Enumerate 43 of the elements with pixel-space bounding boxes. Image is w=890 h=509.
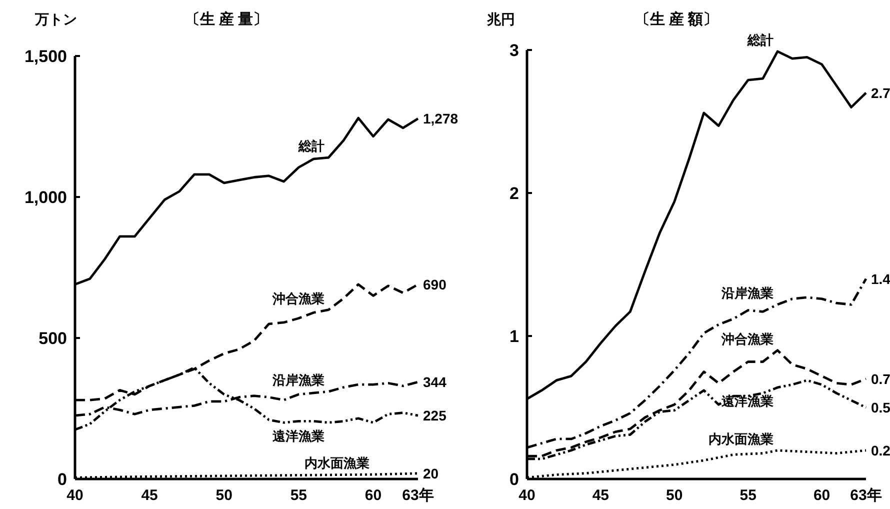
x-tick-label: 50 bbox=[666, 487, 683, 504]
data-label: 2.7 bbox=[871, 84, 890, 101]
series-label: 内水面漁業 bbox=[708, 431, 774, 446]
series-label: 沖合漁業 bbox=[720, 331, 774, 346]
chart-title: 〔生 産 額〕 bbox=[634, 10, 718, 28]
series-label: 沿岸漁業 bbox=[720, 286, 774, 301]
x-tick-label: 55 bbox=[290, 487, 308, 504]
data-label: 1,278 bbox=[423, 110, 458, 127]
x-tick-label: 60 bbox=[813, 487, 830, 504]
x-tick-label: 45 bbox=[592, 487, 610, 504]
series-label: 内水面漁業 bbox=[304, 455, 370, 470]
y-tick-label: 1,500 bbox=[24, 47, 67, 66]
x-tick-label: 50 bbox=[216, 487, 232, 504]
series-label: 沿岸漁業 bbox=[272, 372, 325, 388]
data-label: 0.7 bbox=[871, 370, 890, 387]
data-label: 0.5 bbox=[871, 400, 890, 416]
x-tick-label: 40 bbox=[518, 487, 536, 504]
x-tick-label: 40 bbox=[66, 487, 84, 504]
y-tick-label: 3 bbox=[510, 41, 519, 60]
y-axis-title: 万トン bbox=[34, 11, 77, 27]
x-tick-label: 45 bbox=[141, 487, 158, 504]
y-tick-label: 0 bbox=[58, 470, 67, 489]
y-tick-label: 2 bbox=[510, 184, 519, 203]
data-label: 20 bbox=[423, 465, 439, 482]
data-label: 225 bbox=[423, 408, 447, 424]
y-axis-title: 兆円 bbox=[486, 11, 515, 27]
series-label: 総計 bbox=[298, 138, 325, 154]
y-tick-label: 500 bbox=[38, 329, 67, 348]
chart-title: 〔生 産 量〕 bbox=[184, 10, 268, 28]
series-label: 総計 bbox=[746, 32, 774, 48]
data-label: 1.4 bbox=[871, 270, 890, 287]
series-label: 遠洋漁業 bbox=[272, 428, 325, 444]
series-label: 沖合漁業 bbox=[272, 290, 325, 306]
data-label: 344 bbox=[423, 374, 447, 390]
x-tick-label: 63年 bbox=[402, 487, 434, 504]
x-tick-label: 60 bbox=[364, 487, 382, 504]
y-tick-label: 0 bbox=[510, 470, 519, 489]
data-label: 690 bbox=[423, 276, 447, 292]
x-tick-label: 63年 bbox=[850, 487, 882, 504]
data-label: 0.2 bbox=[871, 442, 890, 458]
y-tick-label: 1,000 bbox=[24, 188, 67, 207]
y-tick-label: 1 bbox=[510, 327, 519, 346]
x-tick-label: 55 bbox=[740, 487, 756, 504]
